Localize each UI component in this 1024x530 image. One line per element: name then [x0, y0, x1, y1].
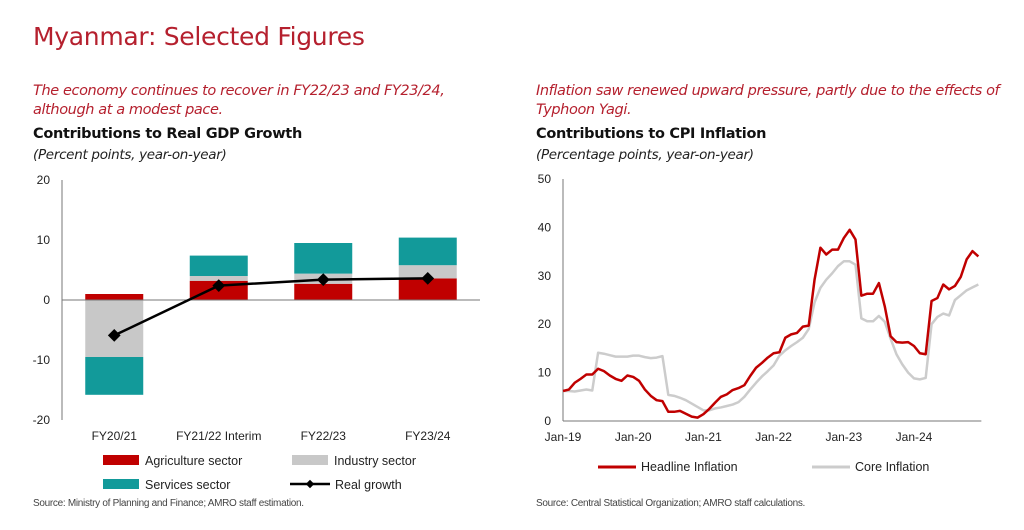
- x-tick-label: Jan-20: [615, 430, 652, 444]
- y-tick-label: 20: [538, 317, 552, 331]
- bar-agriculture-sector: [85, 294, 144, 300]
- legend-marker: [305, 479, 315, 489]
- bar-services-sector: [85, 357, 144, 395]
- cpi-source: Source: Central Statistical Organization…: [536, 498, 806, 509]
- real-growth-marker: [421, 272, 435, 285]
- left-lead-line: although at a modest pace.: [33, 102, 223, 118]
- bar-services-sector: [294, 243, 353, 274]
- x-tick-label: FY23/24: [405, 429, 451, 443]
- y-tick-label: 0: [544, 414, 551, 428]
- legend-label: Core Inflation: [855, 460, 929, 474]
- y-tick-label: 20: [37, 173, 51, 187]
- right-lead-line: Inflation saw renewed upward pressure, p…: [536, 83, 1000, 99]
- x-tick-label: FY20/21: [92, 429, 138, 443]
- right-lead: Inflation saw renewed upward pressure, p…: [536, 82, 1000, 120]
- x-tick-label: Jan-19: [545, 430, 582, 444]
- x-tick-label: Jan-24: [896, 430, 933, 444]
- headline-inflation-line: [562, 228, 980, 419]
- gdp-chart-title: Contributions to Real GDP Growth: [33, 126, 302, 142]
- y-tick-label: 0: [43, 293, 50, 307]
- x-tick-label: Jan-21: [685, 430, 722, 444]
- bar-agriculture-sector: [398, 278, 457, 300]
- gdp-source: Source: Ministry of Planning and Finance…: [33, 498, 304, 509]
- real-growth-marker: [107, 329, 121, 342]
- legend-label: Real growth: [335, 478, 402, 492]
- right-lead-line: Typhoon Yagi.: [536, 102, 632, 118]
- y-tick-label: -10: [33, 353, 51, 367]
- bar-industry-sector: [189, 276, 248, 281]
- bar-industry-sector: [398, 265, 457, 279]
- core-inflation-line: [563, 260, 979, 412]
- bar-industry-sector: [85, 300, 144, 357]
- legend-label: Industry sector: [334, 454, 416, 468]
- x-tick-label: Jan-23: [825, 430, 862, 444]
- left-lead: The economy continues to recover in FY22…: [33, 82, 445, 120]
- legend-swatch: [292, 455, 328, 465]
- y-tick-label: 10: [538, 366, 552, 380]
- real-growth-marker: [212, 279, 226, 292]
- real-growth-marker: [316, 273, 330, 286]
- real-growth-line: [113, 277, 428, 337]
- gdp-chart: 20 10 0 -10 -20 FY20/21 FY21/22 Interim FY22/23…: [33, 173, 480, 492]
- cpi-chart: 50 40 30 20 10 0 Jan-19 Jan-20 Jan-21 Jan-22 Jan-2…: [538, 172, 982, 474]
- legend-swatch: [103, 479, 139, 489]
- x-tick-label: FY22/23: [301, 429, 347, 443]
- x-tick-label: FY21/22 Interim: [176, 429, 261, 443]
- cpi-chart-title: Contributions to CPI Inflation: [536, 126, 767, 142]
- legend-label: Agriculture sector: [145, 454, 242, 468]
- y-tick-label: 50: [538, 172, 552, 186]
- y-tick-label: -20: [33, 413, 51, 427]
- bar-agriculture-sector: [294, 283, 353, 300]
- bar-services-sector: [398, 237, 457, 266]
- page-title: Myanmar: Selected Figures: [33, 22, 365, 51]
- y-tick-label: 10: [37, 233, 51, 247]
- gdp-chart-subtitle: (Percent points, year-on-year): [33, 147, 227, 163]
- y-tick-label: 30: [538, 269, 552, 283]
- bar-services-sector: [189, 255, 248, 276]
- legend-label: Headline Inflation: [641, 460, 738, 474]
- x-tick-label: Jan-22: [755, 430, 792, 444]
- left-lead-line: The economy continues to recover in FY22…: [33, 83, 445, 99]
- legend-swatch: [103, 455, 139, 465]
- legend-label: Services sector: [145, 478, 230, 492]
- y-tick-label: 40: [538, 220, 552, 234]
- cpi-chart-subtitle: (Percentage points, year-on-year): [536, 147, 754, 163]
